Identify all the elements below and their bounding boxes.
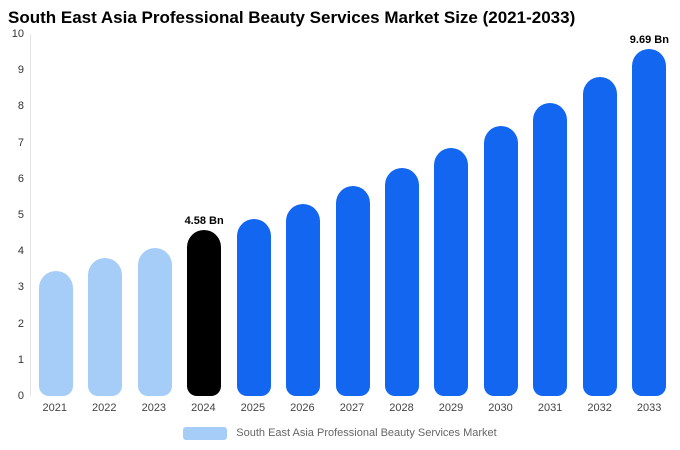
y-tick-label: 0 bbox=[17, 390, 24, 402]
y-tick-label: 6 bbox=[17, 172, 24, 185]
plot-row: 0 1 2 3 4 5 6 7 8 9 10 4.58 Bn 9.69 Bn bbox=[6, 28, 674, 402]
y-tick-label: 8 bbox=[17, 100, 24, 113]
y-tick-label: 5 bbox=[17, 209, 24, 221]
bar-2027 bbox=[335, 186, 370, 396]
y-tick-label: 3 bbox=[17, 281, 24, 294]
y-axis: 0 1 2 3 4 5 6 7 8 9 10 bbox=[6, 28, 30, 402]
legend-label: South East Asia Professional Beauty Serv… bbox=[236, 427, 497, 439]
bar-slot: 4.58 Bn bbox=[179, 34, 228, 396]
bar-2025 bbox=[236, 218, 271, 396]
bar-2021 bbox=[38, 271, 73, 396]
bar-2022 bbox=[88, 258, 123, 396]
chart-title: South East Asia Professional Beauty Serv… bbox=[8, 8, 576, 27]
bar-slot bbox=[278, 34, 327, 396]
bar-slot bbox=[377, 34, 426, 396]
bar-slot bbox=[575, 34, 624, 396]
y-tick-label: 4 bbox=[17, 245, 24, 258]
x-tick-label: 2024 bbox=[191, 402, 216, 414]
y-tick-label: 2 bbox=[17, 317, 24, 330]
x-tick-label: 2025 bbox=[240, 402, 266, 414]
legend: South East Asia Professional Beauty Serv… bbox=[6, 420, 674, 446]
x-tick-label: 2028 bbox=[389, 402, 414, 414]
bar-slot: 9.69 Bn bbox=[625, 34, 674, 396]
legend-swatch bbox=[183, 426, 228, 440]
bar-slot bbox=[80, 34, 129, 396]
x-tick-label: 2022 bbox=[92, 402, 117, 414]
bar-slot bbox=[328, 34, 377, 396]
y-tick-label: 9 bbox=[17, 64, 24, 77]
chart-area: 0 1 2 3 4 5 6 7 8 9 10 4.58 Bn 9.69 Bn 2021 2022 2023… bbox=[6, 28, 674, 420]
x-tick-label: 2030 bbox=[488, 402, 513, 414]
bar-value-label: 4.58 Bn bbox=[184, 215, 224, 228]
x-tick-label: 2029 bbox=[438, 402, 464, 414]
bar-2032 bbox=[582, 77, 617, 396]
y-tick-label: 7 bbox=[17, 136, 24, 149]
x-tick-label: 2023 bbox=[141, 402, 167, 414]
x-tick-label: 2033 bbox=[636, 402, 662, 414]
plot-area: 4.58 Bn 9.69 Bn bbox=[30, 34, 674, 396]
bar-slot bbox=[229, 34, 278, 396]
bar-slot bbox=[476, 34, 525, 396]
bar-slot bbox=[31, 34, 80, 396]
bar-slot bbox=[427, 34, 476, 396]
x-tick-label: 2032 bbox=[587, 402, 612, 414]
bar-2028 bbox=[385, 167, 420, 396]
bar-value-label: 9.69 Bn bbox=[629, 34, 669, 46]
bar-2026 bbox=[286, 204, 321, 396]
x-tick-label: 2026 bbox=[290, 402, 315, 414]
bar-2024 bbox=[187, 230, 222, 396]
bar-2031 bbox=[533, 102, 568, 396]
bar-2033 bbox=[632, 49, 667, 396]
y-tick-label: 1 bbox=[17, 353, 24, 366]
x-tick-label: 2031 bbox=[537, 402, 563, 414]
bar-2030 bbox=[483, 126, 518, 396]
bar-2029 bbox=[434, 148, 469, 396]
bar-slot bbox=[526, 34, 575, 396]
y-tick-label: 10 bbox=[11, 28, 24, 40]
bar-slot bbox=[130, 34, 179, 396]
bar-2023 bbox=[137, 247, 172, 396]
x-axis: 2021 2022 2023 2024 2025 2026 2027 2028 2029 2030… bbox=[30, 396, 674, 420]
x-tick-label: 2021 bbox=[42, 402, 67, 414]
x-tick-label: 2027 bbox=[339, 402, 365, 414]
